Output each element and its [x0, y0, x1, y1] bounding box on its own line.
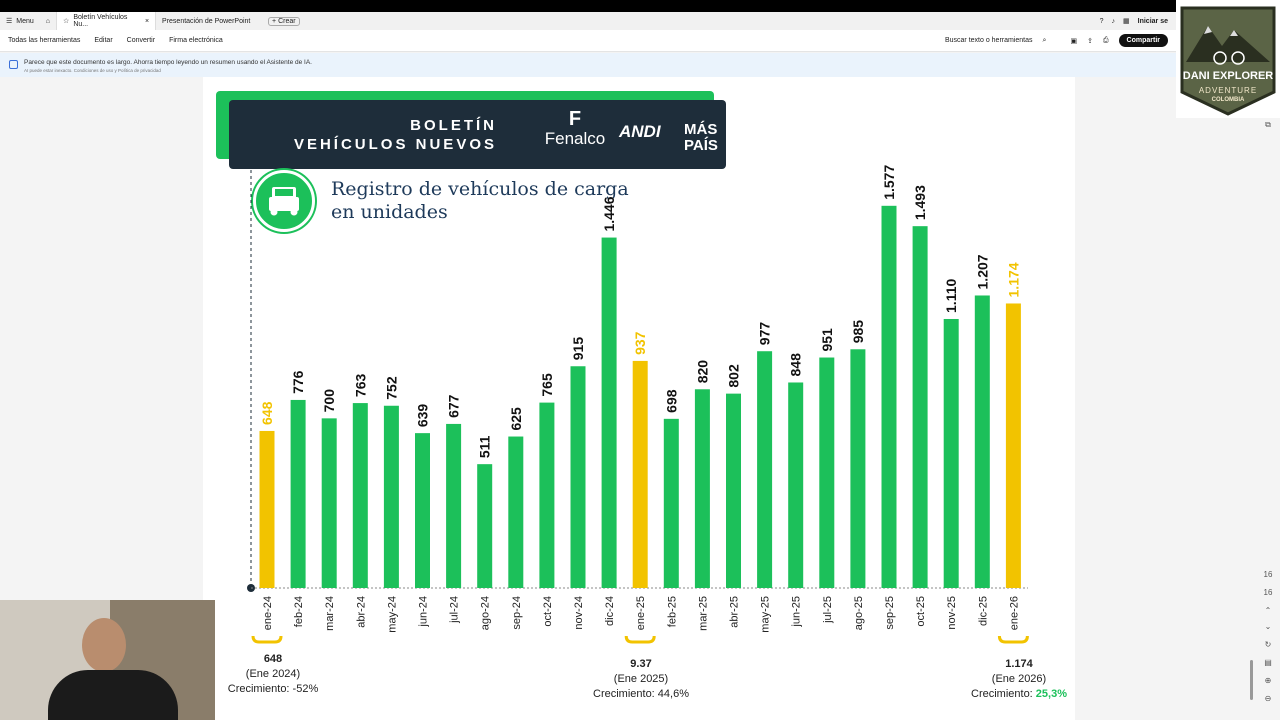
- toolbar-item-edit[interactable]: Editar: [94, 37, 113, 44]
- star-icon: ☆: [63, 18, 70, 25]
- andi-label: ANDI: [619, 122, 661, 141]
- footnote-growth: Crecimiento: 44,6%: [585, 687, 697, 702]
- footnote-2025: 9.37 (Ene 2025) Crecimiento: 44,6%: [585, 657, 697, 702]
- apps-icon[interactable]: ▦: [1123, 18, 1130, 25]
- app-toolbar: Todas las herramientas Editar Convertir …: [0, 30, 1280, 52]
- chart-title-line1: Registro de vehículos de carga: [331, 178, 629, 200]
- home-icon[interactable]: ⌂: [45, 17, 51, 25]
- new-tab-button[interactable]: + Crear: [262, 12, 306, 30]
- chart-title: Registro de vehículos de carga en unidad…: [331, 178, 629, 224]
- signin-label[interactable]: Iniciar se: [1137, 17, 1168, 25]
- tab-bar: ☰ Menu ⌂ ☆ Boletín Vehículos Nu... × Pre…: [0, 12, 1280, 30]
- close-icon[interactable]: ×: [144, 17, 150, 25]
- footnote-period: (Ene 2024): [245, 668, 301, 680]
- tab-label: Boletín Vehículos Nu...: [73, 14, 128, 28]
- toolbar-item-esign[interactable]: Firma electrónica: [169, 37, 223, 44]
- search-label[interactable]: Buscar texto o herramientas: [944, 37, 1033, 44]
- pais-label: PAÍS: [684, 137, 718, 154]
- refresh-icon[interactable]: ↻: [1264, 640, 1272, 649]
- share-button[interactable]: Compartir: [1118, 34, 1168, 47]
- tab-boletin[interactable]: ☆ Boletín Vehículos Nu... ×: [56, 12, 157, 30]
- footnote-value: 1.174: [1005, 658, 1033, 670]
- mas-label: MÁS: [684, 121, 718, 138]
- logo-line2: ADVENTURE: [1198, 86, 1258, 95]
- menu-button[interactable]: ☰ Menu: [0, 12, 40, 30]
- notice-text: Parece que este documento es largo. Ahor…: [24, 59, 312, 66]
- page-number-b: 16: [1263, 588, 1273, 597]
- print-icon[interactable]: ⎙: [1102, 36, 1109, 44]
- growth-value: 25,3%: [1035, 688, 1067, 700]
- banner-title-line1: BOLETÍN: [410, 117, 497, 134]
- growth-label: Crecimiento:: [227, 683, 293, 695]
- presenter-head: [82, 618, 126, 672]
- fenalco-mark-icon: F: [568, 108, 582, 130]
- chart-title-line2: en unidades: [331, 201, 448, 223]
- copy-icon[interactable]: ⧉: [1265, 120, 1271, 129]
- footnote-growth: Crecimiento: 25,3%: [960, 687, 1078, 702]
- growth-value: -52%: [292, 683, 319, 695]
- logo-line1: DANI EXPLORER: [1182, 70, 1274, 82]
- search-icon[interactable]: ⌕: [1042, 36, 1047, 44]
- growth-label: Crecimiento:: [593, 688, 658, 700]
- growth-label: Crecimiento:: [971, 688, 1036, 700]
- ai-notice-bar: Parece que este documento es largo. Ahor…: [0, 53, 1180, 77]
- footnote-2024: 648 (Ene 2024) Crecimiento: -52%: [218, 652, 328, 697]
- footnote-period: (Ene 2025): [613, 673, 669, 685]
- zoom-out-icon[interactable]: ⊖: [1264, 694, 1272, 703]
- footnote-value: 9.37: [630, 658, 652, 670]
- channel-logo: DANI EXPLORER ADVENTURE COLOMBIA: [1176, 0, 1280, 118]
- toolbar-item-all-tools[interactable]: Todas las herramientas: [8, 37, 81, 44]
- tab-presentacion[interactable]: Presentación de PowerPoint: [156, 12, 262, 30]
- new-tab-label: + Crear: [268, 16, 300, 26]
- growth-value: 44,6%: [657, 688, 689, 700]
- toolbar-item-convert[interactable]: Convertir: [126, 37, 156, 44]
- zoom-in-icon[interactable]: ⊕: [1264, 676, 1272, 685]
- ai-icon: [9, 60, 18, 69]
- truck-icon: [253, 170, 315, 232]
- upload-icon[interactable]: ⇪: [1087, 37, 1093, 45]
- notice-subtext: AI puede estar inexacto. Condiciones de …: [24, 68, 161, 73]
- andi-logo: ANDI: [619, 122, 661, 142]
- fenalco-label: Fenalco: [544, 129, 606, 148]
- footnote-value: 648: [263, 653, 283, 665]
- footnote-growth: Crecimiento: -52%: [218, 682, 328, 697]
- fenalco-logo: F Fenalco: [541, 108, 609, 148]
- footnote-2026: 1.174 (Ene 2026) Crecimiento: 25,3%: [960, 657, 1078, 702]
- menu-label: Menu: [16, 17, 34, 25]
- save-icon[interactable]: ▣: [1070, 37, 1078, 45]
- mas-pais-logo: MÁS PAÍS: [684, 122, 718, 154]
- banner-title: BOLETÍN VEHÍCULOS NUEVOS: [269, 116, 497, 154]
- webcam-overlay: [0, 600, 215, 720]
- footnote-period: (Ene 2026): [991, 673, 1047, 685]
- banner-title-line2: VEHÍCULOS NUEVOS: [293, 136, 497, 153]
- bell-icon[interactable]: ♪: [1111, 17, 1116, 25]
- document-page: [203, 77, 1075, 720]
- page-tool-icon[interactable]: ▤: [1264, 658, 1272, 667]
- chevron-up-icon[interactable]: ⌃: [1264, 606, 1272, 615]
- scrollbar[interactable]: [1250, 660, 1253, 700]
- right-rail: ⧉ 16 16 ⌃ ⌄ ↻ ▤ ⊕ ⊖: [1256, 110, 1280, 720]
- help-icon[interactable]: ?: [1099, 17, 1104, 25]
- logo-line3: COLOMBIA: [1211, 97, 1245, 103]
- chevron-down-icon[interactable]: ⌄: [1264, 622, 1272, 631]
- presenter-body: [48, 670, 178, 720]
- banner: BOLETÍN VEHÍCULOS NUEVOS F Fenalco ANDI …: [229, 100, 726, 169]
- hamburger-icon: ☰: [6, 18, 13, 25]
- page-number-a: 16: [1263, 570, 1273, 579]
- window-top-bar: [0, 0, 1280, 12]
- tab-label: Presentación de PowerPoint: [162, 17, 251, 25]
